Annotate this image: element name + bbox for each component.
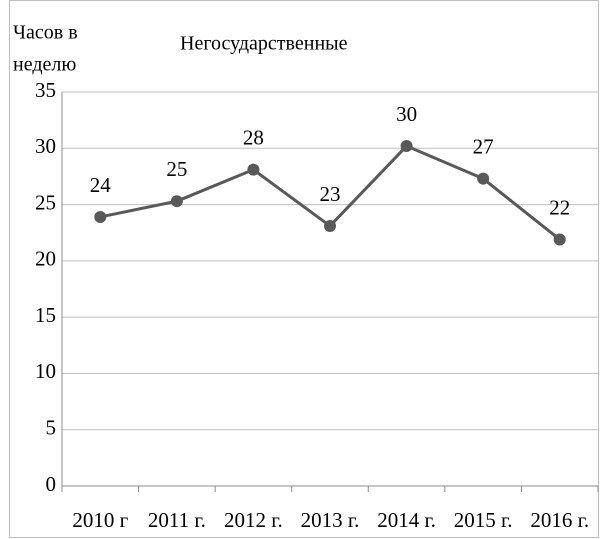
- y-tick-label: 10: [35, 359, 56, 383]
- x-tick-label: 2013 г.: [301, 508, 360, 532]
- data-point: [477, 172, 490, 185]
- y-tick-label: 20: [35, 247, 56, 271]
- y-tick-label: 5: [46, 416, 57, 440]
- data-label: 22: [549, 195, 570, 219]
- data-label: 25: [166, 157, 187, 181]
- data-point: [247, 163, 260, 176]
- x-tick-label: 2016 г.: [530, 508, 589, 532]
- y-tick-label: 0: [46, 472, 57, 496]
- data-label: 27: [473, 134, 494, 158]
- data-point: [170, 195, 183, 208]
- data-point: [400, 140, 413, 153]
- x-tick-label: 2010 г: [72, 508, 128, 532]
- y-tick-label: 25: [35, 190, 56, 214]
- data-point: [94, 210, 107, 223]
- chart-frame: [9, 0, 599, 538]
- data-label: 24: [90, 173, 112, 197]
- y-tick-label: 30: [35, 134, 56, 158]
- y-axis-label: неделю: [13, 54, 76, 76]
- y-axis-label: Часов в: [13, 22, 78, 44]
- x-tick-label: 2015 г.: [454, 508, 513, 532]
- y-tick-label: 15: [35, 303, 56, 327]
- x-tick-label: 2014 г.: [377, 508, 436, 532]
- x-tick-label: 2011 г.: [148, 508, 206, 532]
- chart-title: Негосударственные: [180, 33, 348, 55]
- data-label: 28: [243, 125, 264, 149]
- x-tick-label: 2012 г.: [224, 508, 283, 532]
- data-label: 23: [320, 182, 341, 206]
- y-tick-label: 35: [35, 78, 56, 102]
- data-point: [553, 233, 566, 246]
- data-label: 30: [396, 102, 417, 126]
- data-point: [324, 219, 336, 232]
